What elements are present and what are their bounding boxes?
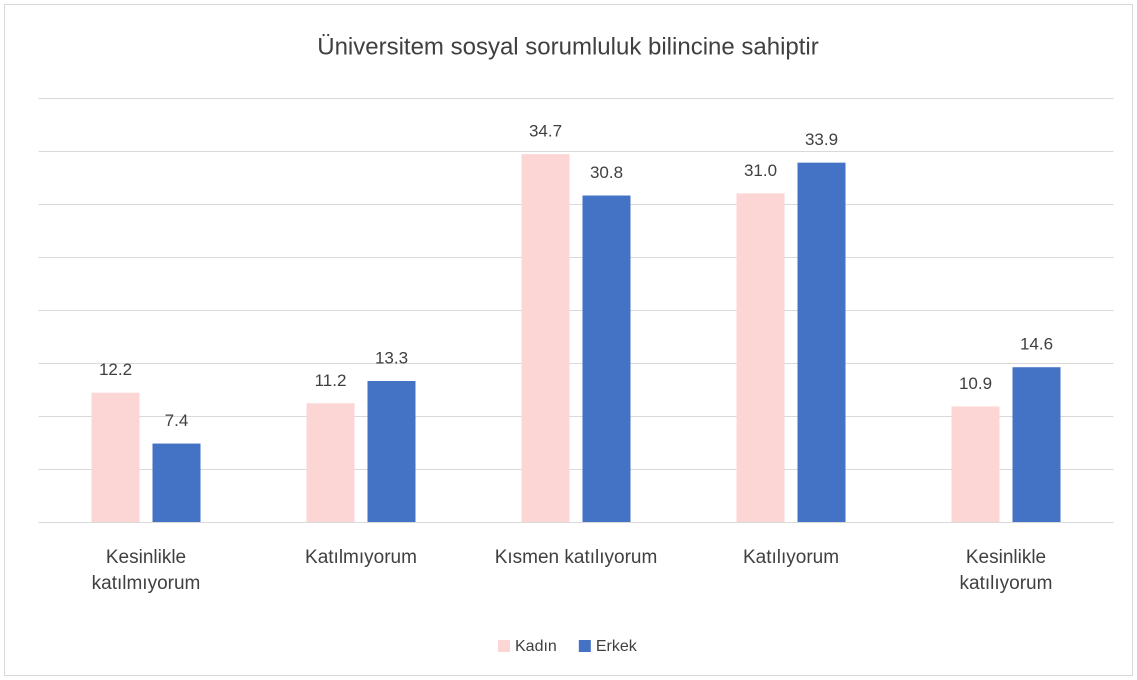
legend-swatch (498, 640, 510, 652)
x-tick-label: Kesinlikle katılmıyorum (91, 547, 201, 594)
bar (306, 403, 355, 522)
legend-swatch (578, 640, 591, 652)
value-label: 10.9 (959, 374, 992, 393)
x-tick-label: Katılıyorum (742, 547, 840, 568)
value-label: 33.9 (805, 130, 838, 149)
bar (797, 162, 846, 522)
bar (367, 381, 416, 522)
bar (582, 195, 631, 522)
x-tick-label: Katılmıyorum (305, 547, 417, 568)
value-label: 7.4 (165, 411, 189, 430)
bar (152, 443, 201, 522)
x-tick-label: Kısmen katılıyorum (494, 547, 658, 568)
value-label: 12.2 (99, 360, 132, 379)
value-label: 31.0 (744, 161, 777, 180)
bar (951, 406, 1000, 522)
value-label: 34.7 (529, 122, 562, 141)
legend-label: Kadın (515, 638, 557, 655)
bar (521, 154, 570, 522)
legend-label: Erkek (596, 638, 638, 655)
chart-title: Üniversitem sosyal sorumluluk bilincine … (317, 33, 819, 60)
x-tick-label: Kesinlikle katılıyorum (959, 547, 1053, 594)
bar (1012, 367, 1061, 522)
bar (736, 193, 785, 522)
value-label: 13.3 (375, 349, 408, 368)
bar (91, 392, 140, 522)
value-label: 11.2 (315, 371, 347, 390)
value-label: 14.6 (1020, 335, 1053, 354)
value-label: 30.8 (590, 163, 623, 182)
